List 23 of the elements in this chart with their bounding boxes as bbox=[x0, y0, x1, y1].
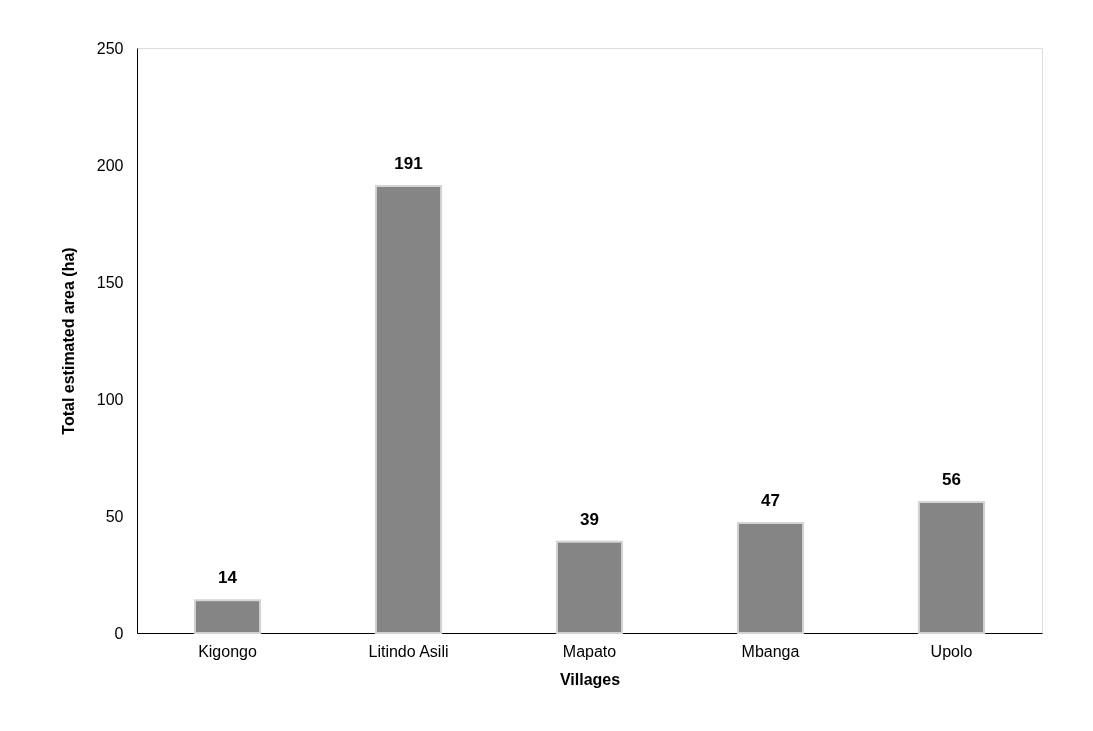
x-tick-label: Kigongo bbox=[198, 642, 257, 660]
data-label: 39 bbox=[580, 509, 599, 529]
x-tick-label: Upolo bbox=[930, 642, 973, 660]
y-tick-label: 100 bbox=[96, 390, 124, 408]
y-axis-title: Total estimated area (ha) bbox=[59, 247, 77, 435]
bar bbox=[374, 185, 443, 634]
bar bbox=[555, 540, 624, 634]
y-tick-label: 150 bbox=[96, 273, 124, 291]
x-axis-title: Villages bbox=[559, 670, 621, 688]
bar bbox=[917, 500, 986, 634]
x-tick-label: Mapato bbox=[562, 642, 617, 660]
data-label: 56 bbox=[942, 469, 961, 489]
x-tick-label: Mbanga bbox=[741, 642, 800, 660]
data-label: 191 bbox=[394, 154, 423, 174]
y-tick-label: 250 bbox=[96, 39, 124, 57]
y-tick-label: 50 bbox=[105, 507, 124, 525]
x-tick-label: Litindo Asili bbox=[368, 642, 449, 660]
y-tick-label: 0 bbox=[114, 624, 124, 642]
y-tick-label: 200 bbox=[96, 156, 124, 174]
bar bbox=[193, 599, 262, 634]
data-label: 14 bbox=[218, 568, 238, 588]
data-label: 47 bbox=[761, 491, 780, 511]
bar bbox=[736, 522, 805, 634]
